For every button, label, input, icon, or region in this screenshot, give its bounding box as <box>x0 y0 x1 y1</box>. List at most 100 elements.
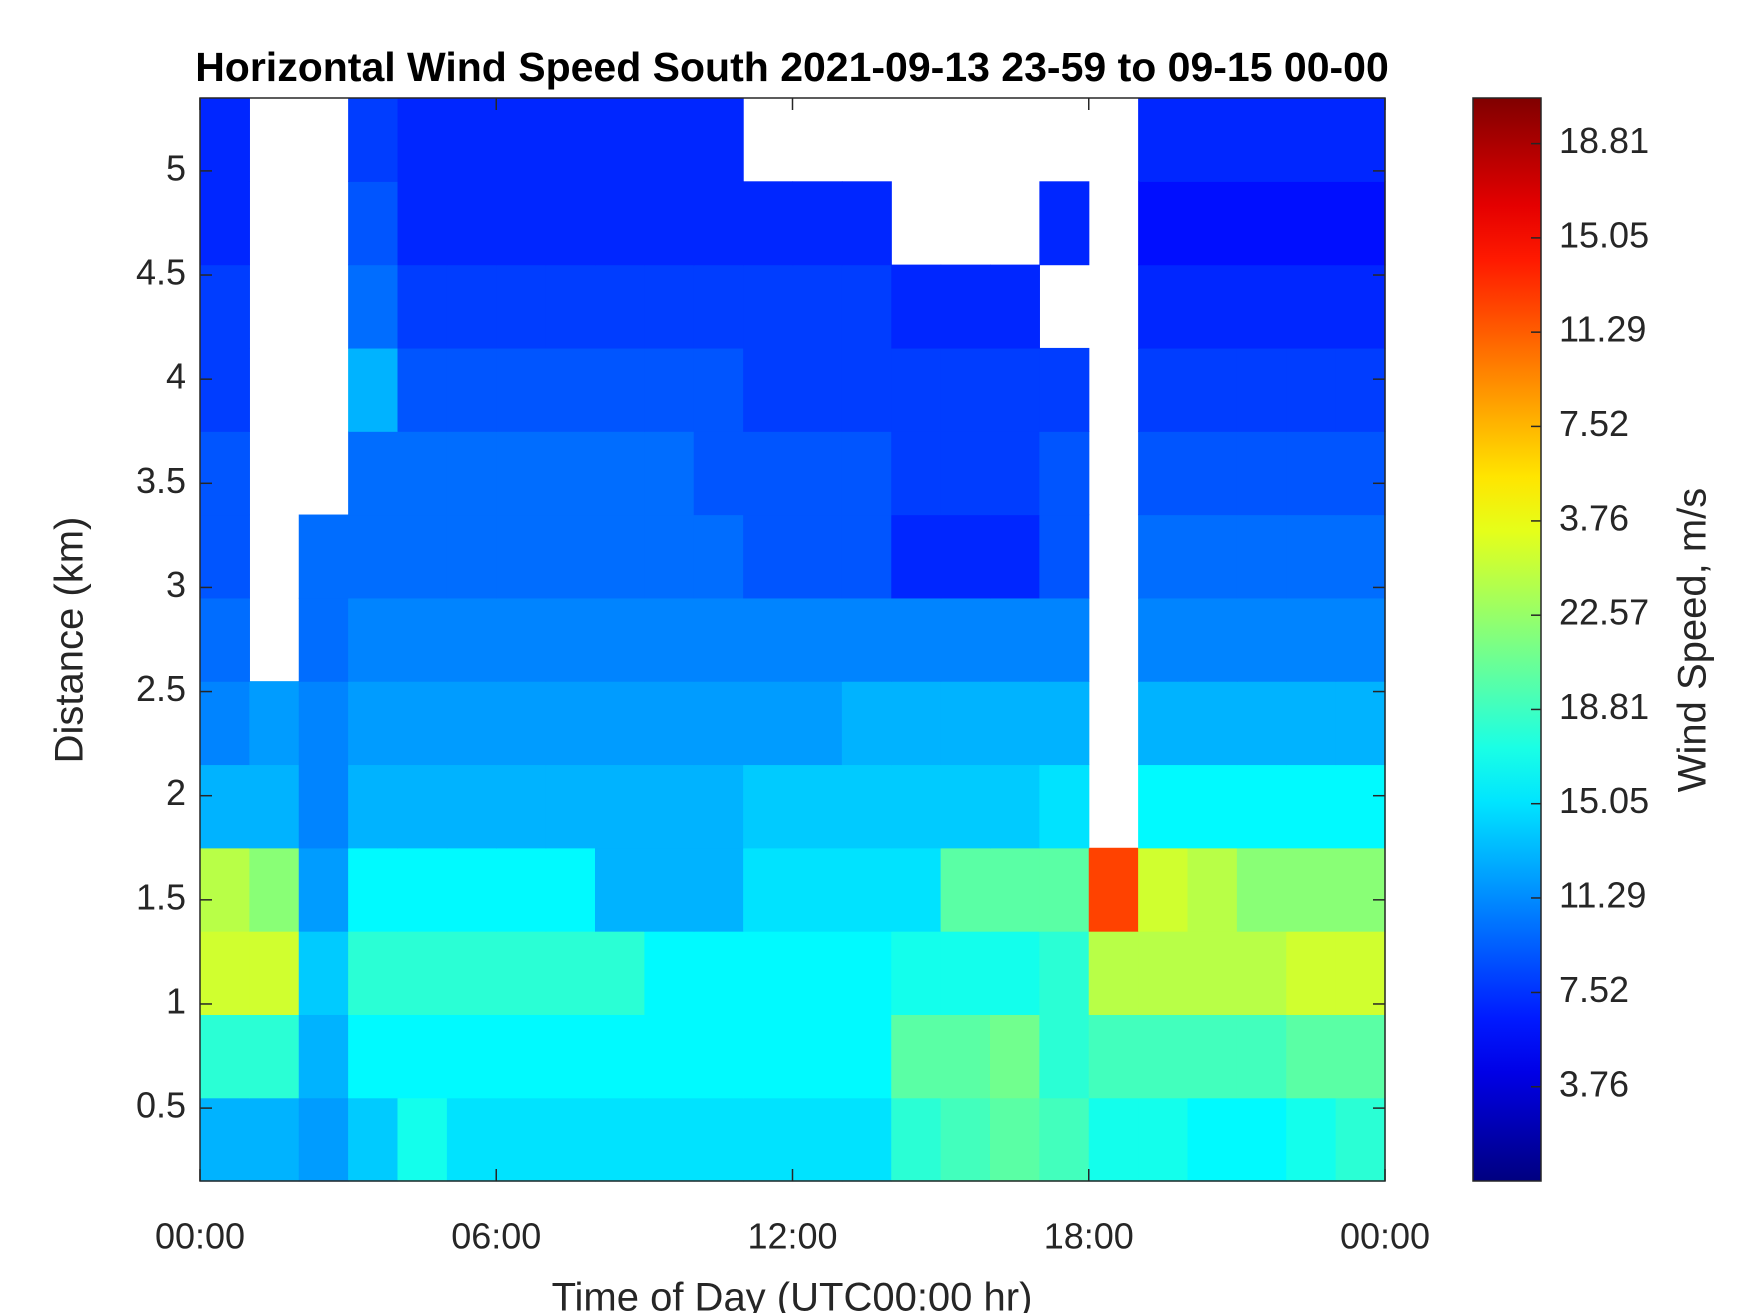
colorbar-tick-label: 22.57 <box>1559 592 1649 633</box>
y-tick-label: 1 <box>166 980 186 1021</box>
heat-cell <box>1286 1097 1337 1182</box>
heat-cell <box>1236 181 1287 266</box>
heat-cell <box>1286 1014 1337 1099</box>
heat-cell <box>1236 1097 1287 1182</box>
heat-cell <box>397 431 448 516</box>
heat-cell <box>298 1097 349 1182</box>
heat-cell <box>496 347 547 432</box>
heat-cell <box>1088 1014 1139 1099</box>
colorbar-label: Wind Speed, m/s <box>1671 488 1715 793</box>
heat-cell <box>397 1097 448 1182</box>
heat-cell <box>595 764 645 849</box>
heat-cell <box>891 931 942 1015</box>
heat-cell <box>1039 681 1090 766</box>
heat-cell <box>200 847 250 932</box>
heat-cell <box>693 1014 744 1099</box>
heat-cell <box>891 764 942 849</box>
x-axis-label: Time of Day (UTC00:00 hr) <box>552 1276 1033 1313</box>
heat-cell <box>496 847 547 932</box>
heat-cell <box>693 847 744 932</box>
heat-cell <box>1039 931 1090 1015</box>
y-tick-label: 3.5 <box>136 460 186 501</box>
heat-cell <box>1335 847 1386 932</box>
heat-cell <box>940 931 991 1015</box>
heat-cell <box>1236 431 1287 516</box>
heat-cell <box>1039 764 1090 849</box>
heat-cell <box>249 764 300 849</box>
heat-cell <box>545 98 596 182</box>
heat-cell <box>1335 1097 1386 1182</box>
heat-cell <box>693 597 744 682</box>
heat-cell <box>1138 514 1189 599</box>
heat-cell <box>693 431 744 516</box>
heat-cell <box>1236 98 1287 182</box>
heat-cell <box>1187 931 1238 1015</box>
heat-cell <box>1187 597 1238 682</box>
heat-cell <box>1039 847 1090 932</box>
y-tick-label: 3 <box>166 564 186 605</box>
heat-cell <box>792 347 843 432</box>
heat-cell <box>595 931 645 1015</box>
heat-cell <box>1236 931 1287 1015</box>
heat-cell <box>644 181 695 266</box>
heat-cell <box>249 847 300 932</box>
heat-cell <box>792 514 843 599</box>
heat-cell <box>1286 264 1337 349</box>
heat-cell <box>940 1014 991 1099</box>
heat-cell <box>841 931 892 1015</box>
heat-cell <box>545 847 596 932</box>
heat-cell <box>1286 181 1337 266</box>
heat-cell <box>496 681 547 766</box>
heat-cell <box>595 181 645 266</box>
heat-cell <box>1286 431 1337 516</box>
heat-cell <box>792 764 843 849</box>
heat-cell <box>841 514 892 599</box>
heat-cell <box>841 431 892 516</box>
heat-cell <box>990 264 1040 349</box>
heat-cell <box>644 597 695 682</box>
heat-cell <box>298 847 349 932</box>
heat-cell <box>446 681 497 766</box>
heat-cell <box>200 431 250 516</box>
heat-cell <box>644 431 695 516</box>
heat-cell <box>397 264 448 349</box>
heat-cell <box>595 431 645 516</box>
heat-cell <box>496 181 547 266</box>
colorbar-tick-label: 11.29 <box>1559 309 1646 350</box>
heat-cell <box>298 681 349 766</box>
heat-cell <box>249 1014 300 1099</box>
heat-cell <box>545 1097 596 1182</box>
heat-cell <box>1335 764 1386 849</box>
heat-cell <box>891 1097 942 1182</box>
colorbar-tick-label: 18.81 <box>1559 686 1649 727</box>
heat-cell <box>1236 597 1287 682</box>
heat-cell <box>348 764 399 849</box>
heat-cell <box>841 681 892 766</box>
heat-cell <box>792 264 843 349</box>
y-tick-label: 1.5 <box>136 876 186 917</box>
heat-cell <box>693 931 744 1015</box>
heat-cell <box>496 764 547 849</box>
heat-cell <box>693 681 744 766</box>
heat-cell <box>496 597 547 682</box>
heat-cell <box>940 681 991 766</box>
heat-cell <box>595 264 645 349</box>
heat-cell <box>595 514 645 599</box>
heat-cell <box>990 681 1040 766</box>
heat-cell <box>1286 347 1337 432</box>
x-tick-label: 00:00 <box>1340 1216 1430 1257</box>
chart-title: Horizontal Wind Speed South 2021-09-13 2… <box>195 44 1389 90</box>
heat-cell <box>200 98 250 182</box>
heat-cell <box>1187 847 1238 932</box>
heat-cell <box>348 931 399 1015</box>
heat-cell <box>841 181 892 266</box>
heat-cell <box>298 1014 349 1099</box>
heat-cell <box>940 847 991 932</box>
heat-cell <box>1335 681 1386 766</box>
heat-cell <box>792 681 843 766</box>
colorbar-tick-label: 15.05 <box>1559 780 1649 821</box>
heat-cell <box>940 264 991 349</box>
heat-cell <box>841 847 892 932</box>
heat-cell <box>841 1097 892 1182</box>
heat-cell <box>792 1097 843 1182</box>
